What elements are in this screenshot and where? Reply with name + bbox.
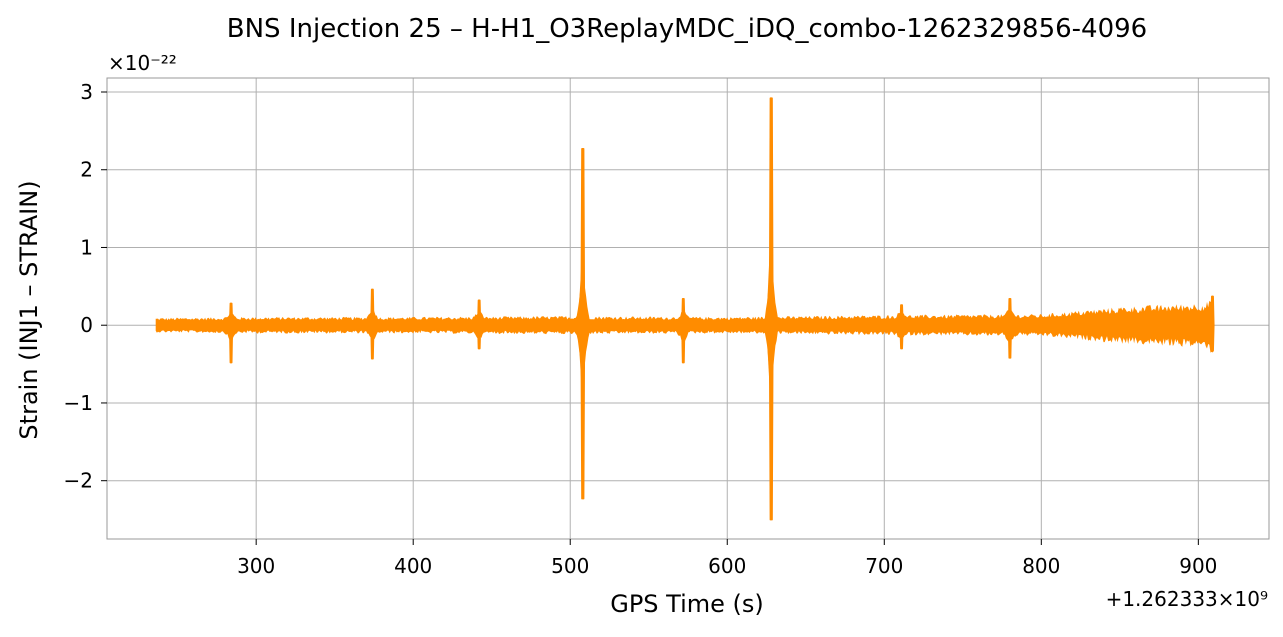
- x-tick-label: 500: [551, 554, 589, 578]
- y-tick-label: −1: [64, 391, 93, 415]
- strain-spike: [477, 299, 482, 350]
- strain-spike: [681, 297, 686, 364]
- strain-spike-base: [766, 238, 775, 400]
- x-tick-label: 800: [1022, 554, 1060, 578]
- y-tick-label: 1: [80, 235, 93, 259]
- strain-spike: [1007, 297, 1013, 359]
- strain-spike: [370, 288, 375, 360]
- grid: [107, 78, 1269, 539]
- x-axis-offset: +1.262333×10⁹: [1106, 587, 1268, 611]
- y-axis-scale-factor: ×10⁻²²: [108, 51, 177, 75]
- y-tick-label: −2: [64, 469, 93, 493]
- spike-layer: [228, 97, 1215, 521]
- y-axis-label: Strain (INJ1 – STRAIN): [15, 180, 43, 439]
- y-tick-label: 3: [80, 80, 93, 104]
- x-tick-label: 900: [1179, 554, 1217, 578]
- strain-spike: [228, 302, 234, 364]
- strain-spike: [899, 304, 904, 350]
- x-tick-label: 300: [237, 554, 275, 578]
- x-tick-label: 700: [865, 554, 903, 578]
- x-axis-label: GPS Time (s): [610, 590, 764, 618]
- x-axis-ticks: 300 400 500 600 700 800 900: [237, 539, 1217, 578]
- y-tick-label: 2: [80, 158, 93, 182]
- chart-title: BNS Injection 25 – H-H1_O3ReplayMDC_iDQ_…: [227, 14, 1147, 44]
- strain-spike-base: [577, 258, 586, 392]
- y-axis-ticks: −2 −1 0 1 2 3: [64, 80, 107, 493]
- x-tick-label: 600: [708, 554, 746, 578]
- x-tick-label: 400: [394, 554, 432, 578]
- strain-spike: [1210, 295, 1215, 352]
- y-tick-label: 0: [80, 313, 93, 337]
- plot-frame: [106, 77, 1270, 540]
